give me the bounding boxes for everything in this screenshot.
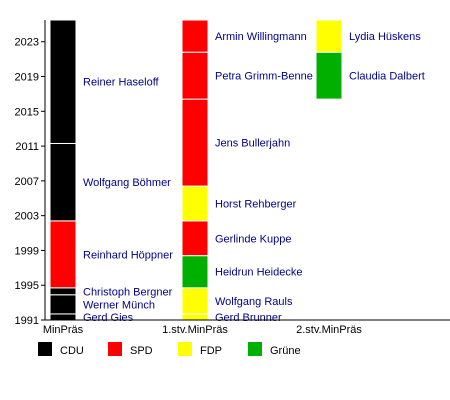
y-tick-label-2023: 2023 <box>15 37 39 49</box>
legend: CDU SPD FDP Grüne <box>38 342 301 357</box>
y-tick-label-2015: 2015 <box>15 106 39 118</box>
term-label-christoph-bergner: Christoph Bergner <box>83 286 173 298</box>
x-tick-label-minpras: MinPräs <box>43 324 84 336</box>
legend-label-grune: Grüne <box>270 345 301 357</box>
legend-label-fdp: FDP <box>200 345 222 357</box>
term-bar-gerd-gies <box>49 313 77 321</box>
term-label-gerlinde-kuppe: Gerlinde Kuppe <box>215 233 291 245</box>
term-bar-armin-willingmann <box>181 19 209 53</box>
term-label-gerd-brunner: Gerd Brunner <box>215 312 282 324</box>
term-label-reiner-haseloff: Reiner Haseloff <box>83 77 160 89</box>
term-bar-wolfgang-rauls <box>181 287 209 315</box>
legend-swatch-spd <box>108 342 122 356</box>
y-tick-label-2019: 2019 <box>15 72 39 84</box>
term-label-claudia-dalbert: Claudia Dalbert <box>349 71 425 83</box>
x-tick-label-2-stv-minpras: 2.stv.MinPräs <box>296 324 362 336</box>
legend-label-spd: SPD <box>130 345 153 357</box>
axes: 1991 1995 1999 2003 2007 2011 2015 2019 2023 MinP… <box>15 20 450 336</box>
term-label-wolfgang-bohmer: Wolfgang Böhmer <box>83 177 171 189</box>
term-label-heidrun-heidecke: Heidrun Heidecke <box>215 267 302 279</box>
term-bar-claudia-dalbert <box>315 51 343 100</box>
term-bar-lydia-huskens <box>315 19 343 53</box>
term-bar-wolfgang-bohmer <box>49 142 77 222</box>
legend-swatch-cdu <box>38 342 52 356</box>
term-bar-jens-bullerjahn <box>181 98 209 187</box>
term-label-reinhard-hoppner: Reinhard Höppner <box>83 249 173 261</box>
term-label-gerd-gies: Gerd Gies <box>83 312 134 324</box>
y-tick-label-2003: 2003 <box>15 211 39 223</box>
term-label-horst-rehberger: Horst Rehberger <box>215 198 297 210</box>
term-bar-heidrun-heidecke <box>181 255 209 289</box>
term-bar-werner-munch <box>49 294 77 315</box>
term-bar-christoph-bergner <box>49 287 77 296</box>
x-tick-label-1-stv-minpras: 1.stv.MinPräs <box>162 324 228 336</box>
term-label-armin-willingmann: Armin Willingmann <box>215 31 307 43</box>
term-bar-gerd-brunner <box>181 313 209 321</box>
term-bars <box>49 19 343 321</box>
term-label-jens-bullerjahn: Jens Bullerjahn <box>215 138 290 150</box>
term-bar-reinhard-hoppner <box>49 220 77 289</box>
term-bar-horst-rehberger <box>181 185 209 222</box>
term-bar-reiner-haseloff <box>49 19 77 144</box>
legend-label-cdu: CDU <box>60 345 84 357</box>
y-tick-label-1991: 1991 <box>15 315 39 327</box>
y-tick-label-1999: 1999 <box>15 245 39 257</box>
term-bar-petra-grimm-benne <box>181 51 209 100</box>
legend-swatch-grune <box>248 342 262 356</box>
y-tick-label-2007: 2007 <box>15 176 39 188</box>
y-tick-label-1995: 1995 <box>15 280 39 292</box>
term-label-wolfgang-rauls: Wolfgang Rauls <box>215 296 293 308</box>
legend-swatch-fdp <box>178 342 192 356</box>
term-bar-gerlinde-kuppe <box>181 220 209 257</box>
y-tick-label-2011: 2011 <box>15 141 39 153</box>
term-label-petra-grimm-benne: Petra Grimm-Benne <box>215 71 313 83</box>
term-label-werner-munch: Werner Münch <box>83 299 155 311</box>
term-label-lydia-huskens: Lydia Hüskens <box>349 31 421 43</box>
